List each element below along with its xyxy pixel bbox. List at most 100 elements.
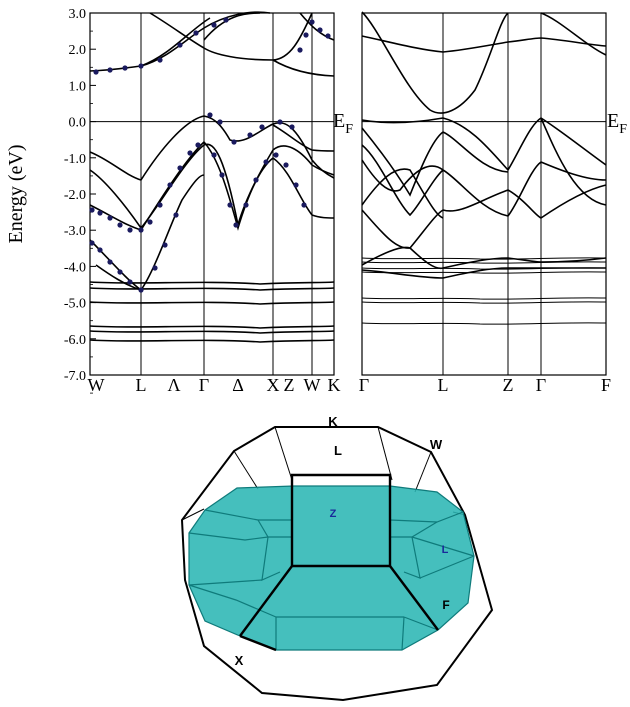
left-k-label: X	[267, 375, 280, 395]
left-band-marker	[263, 159, 269, 165]
left-band-marker	[107, 259, 113, 265]
left-y-tick-label: -6.0	[64, 333, 86, 348]
left-band-marker	[195, 142, 201, 148]
left-band-marker	[117, 269, 123, 275]
left-band-marker	[247, 132, 253, 138]
left-band-line	[299, 12, 335, 41]
left-band-marker	[122, 65, 128, 71]
left-y-tick-label: -2.0	[64, 188, 86, 203]
right-band-line	[361, 168, 444, 219]
right-band-line	[361, 117, 607, 172]
left-band-marker	[89, 240, 95, 246]
left-y-tick-label: -3.0	[64, 224, 86, 239]
left-band-marker	[167, 182, 173, 188]
left-bands	[89, 11, 335, 343]
left-y-ticks: 3.0 2.0 1.0 0.0 -1.0 -2.0 -3.0 -4.0 -5.0 -6.0 -7.0	[64, 7, 96, 394]
right-band-panel: Γ L Z Γ F EF EF	[333, 11, 627, 395]
right-k-label: L	[438, 375, 449, 395]
right-flat-band	[361, 301, 607, 304]
y-axis-label: Energy (eV)	[5, 144, 27, 243]
left-flat-band	[89, 325, 335, 329]
left-band-marker	[297, 47, 303, 53]
right-k-label: Γ	[359, 375, 369, 395]
left-flat-band	[89, 287, 335, 291]
bz-label-W: W	[430, 437, 443, 452]
right-band-line	[361, 184, 607, 249]
left-band-marker	[227, 202, 233, 208]
right-plot-frame	[361, 12, 607, 376]
fermi-label-right: EF	[607, 110, 627, 137]
left-band-marker	[97, 247, 103, 253]
left-k-label: W	[88, 375, 105, 395]
bz-label-K: K	[328, 414, 338, 429]
left-band-marker	[289, 124, 295, 130]
left-band-marker	[177, 42, 183, 48]
right-flat-band	[361, 271, 607, 274]
left-band-marker	[89, 207, 95, 213]
left-flat-band	[89, 301, 335, 305]
left-band-marker	[231, 139, 237, 145]
left-band-line	[89, 11, 271, 72]
left-band-marker	[301, 202, 307, 208]
left-k-label: Z	[284, 375, 295, 395]
left-band-marker	[193, 30, 199, 36]
left-k-label: K	[328, 375, 341, 395]
left-band-marker	[107, 67, 113, 73]
right-band-line	[361, 35, 607, 53]
left-y-tick-label: -4.0	[64, 260, 86, 275]
left-band-marker	[138, 287, 144, 293]
left-band-marker	[303, 32, 309, 38]
left-band-marker	[162, 242, 168, 248]
left-band-marker	[309, 19, 315, 25]
bz-front-edges	[239, 473, 439, 652]
left-band-marker	[117, 222, 123, 228]
left-band-line	[149, 12, 313, 61]
left-flat-band	[89, 330, 335, 334]
right-band-line	[540, 12, 607, 56]
left-band-marker	[187, 150, 193, 156]
left-k-label: L	[136, 375, 147, 395]
right-flat-band	[361, 267, 607, 270]
right-k-separators	[442, 13, 542, 375]
left-band-marker	[223, 17, 229, 23]
left-k-label: Λ	[167, 375, 180, 395]
right-k-label: F	[601, 375, 611, 395]
right-band-line	[361, 144, 607, 217]
right-flat-band	[361, 261, 607, 264]
bz-label-L-side: L	[442, 544, 449, 556]
left-band-marker	[219, 172, 225, 178]
bz-slab-edges	[188, 509, 475, 651]
left-band-marker	[138, 227, 144, 233]
left-band-marker	[138, 63, 144, 69]
left-band-marker	[325, 33, 331, 39]
left-band-marker	[107, 215, 113, 221]
right-k-label: Z	[503, 375, 514, 395]
left-y-tick-label: -1.0	[64, 152, 86, 167]
left-flat-band	[89, 339, 335, 343]
left-y-tick-label: 2.0	[69, 43, 87, 58]
right-flat-band	[361, 297, 607, 300]
left-band-marker	[152, 265, 158, 271]
left-k-label: Γ	[199, 375, 209, 395]
left-band-marker	[253, 177, 259, 183]
bz-label-L-top: L	[334, 443, 342, 458]
right-k-label: Γ	[536, 375, 546, 395]
left-band-marker	[217, 119, 223, 125]
left-band-line	[140, 17, 211, 67]
left-band-marker	[277, 119, 283, 125]
left-y-tick-label: -5.0	[64, 297, 86, 312]
left-band-marker	[127, 227, 133, 233]
left-band-marker	[317, 27, 323, 33]
right-band-line	[361, 159, 444, 192]
brillouin-zone-diagram: K L W Z L F X	[180, 414, 494, 702]
left-band-marker	[97, 210, 103, 216]
left-band-marker	[243, 202, 249, 208]
left-band-marker	[273, 152, 279, 158]
left-flat-band	[89, 281, 335, 285]
bz-label-X: X	[235, 653, 244, 668]
right-flat-band	[361, 257, 607, 260]
left-band-marker	[211, 22, 217, 28]
left-y-tick-label: 3.0	[69, 7, 87, 22]
left-band-marker	[157, 202, 163, 208]
